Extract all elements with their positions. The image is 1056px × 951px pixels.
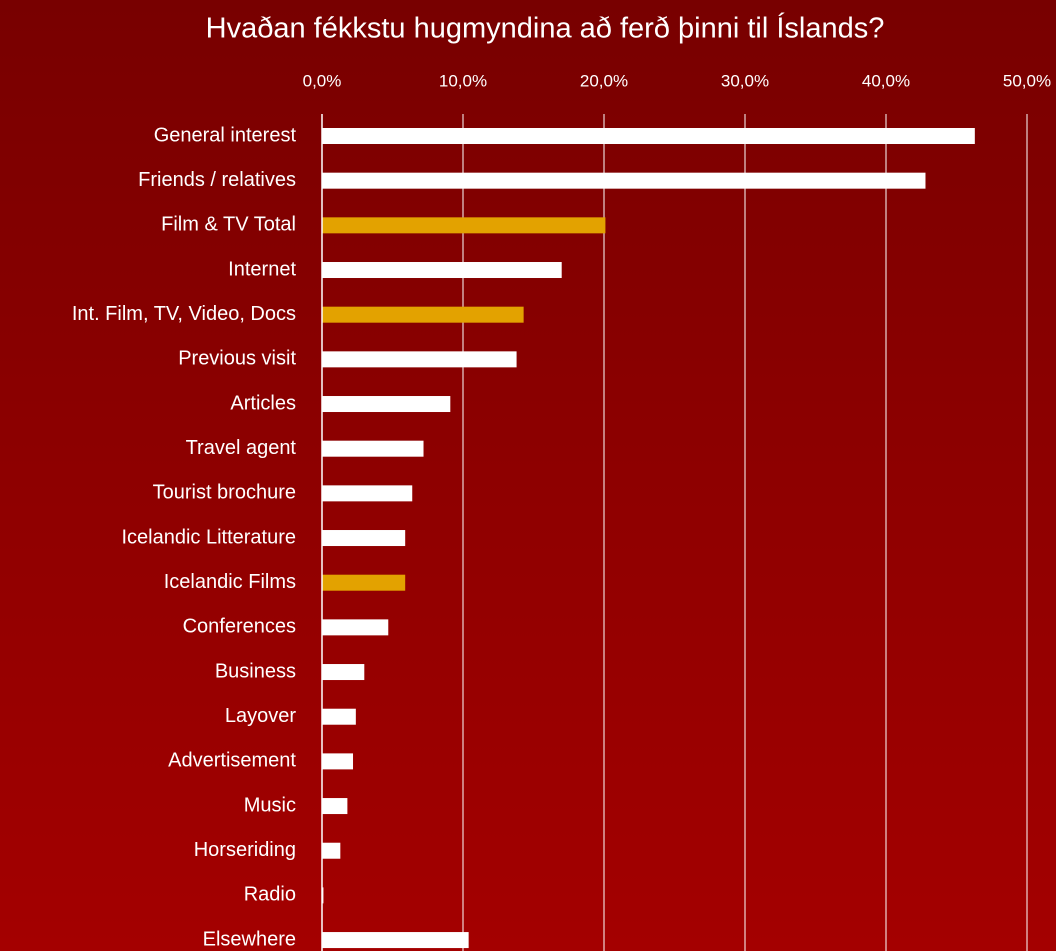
y-tick-label: Icelandic Litterature (121, 526, 296, 548)
x-tick-label: 10,0% (439, 71, 487, 90)
bar (322, 798, 348, 815)
bar (322, 574, 406, 591)
bar (322, 842, 341, 859)
x-tick-label: 0,0% (303, 71, 342, 90)
x-tick-label: 50,0% (1003, 71, 1051, 90)
y-tick-label: Film & TV Total (161, 214, 296, 236)
y-tick-label: Elsewhere (203, 928, 296, 950)
y-tick-label: Tourist brochure (153, 482, 296, 504)
bar (322, 708, 356, 725)
bar (322, 172, 926, 189)
bar (322, 396, 451, 413)
y-tick-label: Internet (228, 258, 296, 280)
y-tick-label: Radio (244, 884, 296, 906)
chart-title: Hvaðan fékkstu hugmyndina að ferð þinni … (206, 12, 885, 45)
bar (322, 440, 424, 457)
x-tick-label: 40,0% (862, 71, 910, 90)
bar (322, 262, 562, 279)
y-tick-label: Int. Film, TV, Video, Docs (72, 303, 296, 325)
y-tick-label: Advertisement (168, 750, 296, 772)
y-tick-label: Horseriding (194, 839, 296, 861)
bar (322, 530, 406, 547)
bar (322, 351, 517, 368)
bar (322, 128, 975, 144)
bar (322, 485, 413, 502)
y-tick-label: Previous visit (178, 348, 296, 370)
bar (322, 664, 365, 681)
y-tick-label: Music (244, 794, 296, 816)
y-tick-label: Layover (225, 705, 296, 727)
y-tick-label: General interest (154, 124, 297, 146)
bar (322, 306, 524, 323)
bar (322, 753, 354, 770)
y-tick-label: Articles (230, 392, 296, 414)
y-tick-label: Travel agent (186, 437, 297, 459)
y-tick-label: Friends / relatives (138, 169, 296, 191)
y-tick-label: Icelandic Films (164, 571, 296, 593)
bar (322, 619, 389, 636)
x-tick-label: 20,0% (580, 71, 628, 90)
bar (322, 217, 606, 234)
bar (322, 932, 469, 949)
y-tick-label: Business (215, 660, 296, 682)
x-tick-label: 30,0% (721, 71, 769, 90)
y-tick-label: Conferences (183, 616, 296, 638)
